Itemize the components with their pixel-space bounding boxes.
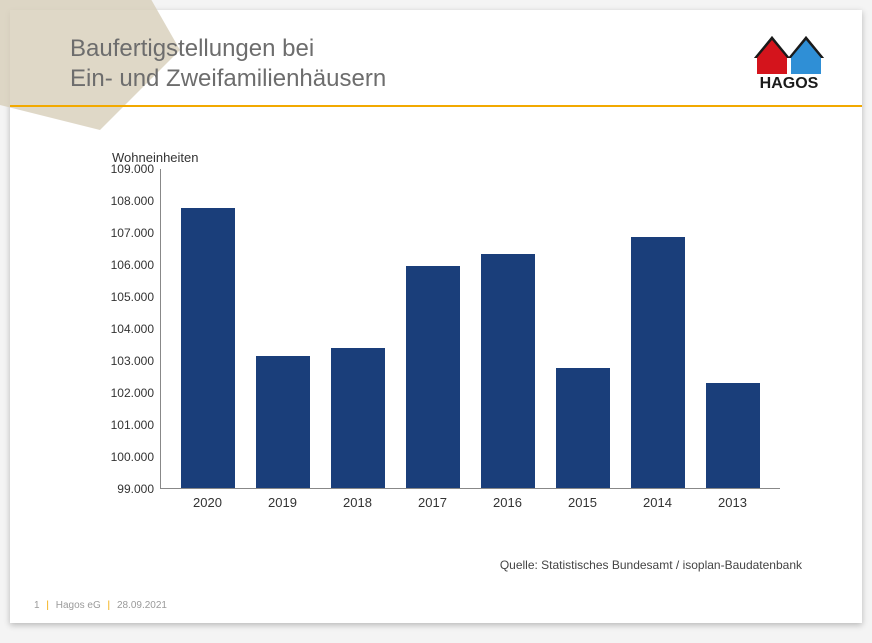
footer-org: Hagos eG — [56, 600, 101, 611]
bar — [331, 348, 385, 488]
bar-slot — [246, 169, 321, 488]
y-tick-label: 107.000 — [111, 226, 154, 240]
y-tick-label: 104.000 — [111, 322, 154, 336]
x-tick-label: 2017 — [395, 495, 470, 510]
bar-slot — [396, 169, 471, 488]
x-tick-label: 2018 — [320, 495, 395, 510]
page-title: Baufertigstellungen bei Ein- und Zweifam… — [70, 34, 386, 94]
x-tick-label: 2014 — [620, 495, 695, 510]
bars-container — [161, 169, 780, 488]
bar-slot — [321, 169, 396, 488]
header-region: Baufertigstellungen bei Ein- und Zweifam… — [10, 10, 862, 120]
bar-slot — [545, 169, 620, 488]
x-tick-label: 2019 — [245, 495, 320, 510]
slide-page: Baufertigstellungen bei Ein- und Zweifam… — [10, 10, 862, 623]
x-axis-labels: 20202019201820172016201520142013 — [160, 495, 780, 510]
header-divider — [10, 105, 862, 107]
bar-slot — [620, 169, 695, 488]
footer-separator-2: | — [108, 600, 111, 611]
footer-separator-1: | — [46, 600, 49, 611]
title-line-1: Baufertigstellungen bei — [70, 34, 386, 64]
x-tick-label: 2016 — [470, 495, 545, 510]
bar — [706, 383, 760, 488]
chart-plot: 109.000108.000107.000106.000105.000104.0… — [100, 169, 780, 509]
bar — [256, 356, 310, 488]
bar — [406, 266, 460, 488]
footer-page-number: 1 — [34, 600, 40, 611]
y-tick-label: 106.000 — [111, 258, 154, 272]
footer-date: 28.09.2021 — [117, 600, 167, 611]
y-tick-label: 102.000 — [111, 386, 154, 400]
y-tick-label: 103.000 — [111, 354, 154, 368]
y-tick-label: 105.000 — [111, 290, 154, 304]
bar — [631, 237, 685, 488]
bar-slot — [695, 169, 770, 488]
y-tick-label: 108.000 — [111, 194, 154, 208]
bar-slot — [471, 169, 546, 488]
chart-region: Wohneinheiten 109.000 108.000 107.000 106.0… — [100, 150, 780, 550]
x-tick-label: 2013 — [695, 495, 770, 510]
y-tick-label: 99.000 — [117, 482, 154, 496]
bar-slot — [171, 169, 246, 488]
footer: 1 | Hagos eG | 28.09.2021 — [34, 600, 167, 611]
y-tick-label: 109.000 — [111, 162, 154, 176]
y-tick-label: 101.000 — [111, 418, 154, 432]
bar — [481, 254, 535, 488]
svg-text:HAGOS: HAGOS — [760, 75, 819, 92]
y-tick-label: 100.000 — [111, 450, 154, 464]
source-citation: Quelle: Statistisches Bundesamt / isopla… — [500, 558, 802, 572]
hagos-logo: HAGOS — [744, 28, 834, 98]
x-tick-label: 2015 — [545, 495, 620, 510]
bar — [556, 368, 610, 488]
y-axis-title: Wohneinheiten — [112, 150, 780, 165]
x-tick-label: 2020 — [170, 495, 245, 510]
title-line-2: Ein- und Zweifamilienhäusern — [70, 64, 386, 94]
bar — [181, 208, 235, 488]
plot-area — [160, 169, 780, 489]
y-axis-labels: 109.000108.000107.000106.000105.000104.0… — [100, 169, 160, 489]
